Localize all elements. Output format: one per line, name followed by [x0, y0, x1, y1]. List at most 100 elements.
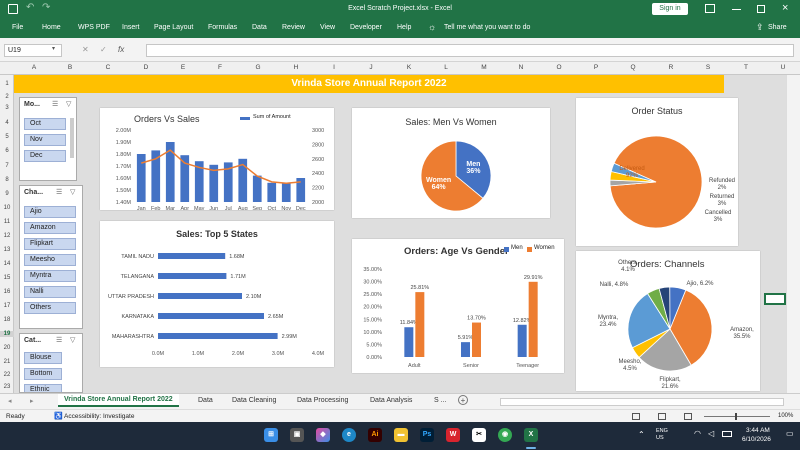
- tab-data-cleaning[interactable]: Data Cleaning: [232, 397, 277, 404]
- slicer-channel[interactable]: Cha... ☰ ▽ Ajio Amazon Flipkart Meesho M…: [19, 185, 83, 329]
- tell-me-search[interactable]: Tell me what you want to do: [444, 24, 531, 31]
- row-header[interactable]: 14: [3, 261, 11, 267]
- column-header[interactable]: H: [293, 64, 299, 71]
- chevron-up-icon[interactable]: ⌃: [638, 430, 645, 439]
- file-explorer-icon[interactable]: ▬: [394, 428, 408, 442]
- menu-review[interactable]: Review: [282, 24, 305, 31]
- row-header[interactable]: 11: [3, 219, 11, 225]
- worksheet-area[interactable]: Vrinda Store Annual Report 2022 Mo... ☰ …: [14, 75, 786, 393]
- wps-icon[interactable]: W: [446, 428, 460, 442]
- row-header[interactable]: 8: [5, 177, 9, 183]
- slicer-category[interactable]: Cat... ☰ ▽ Blouse Bottom Ethnic: [19, 333, 83, 393]
- menu-help[interactable]: Help: [397, 24, 412, 31]
- row-header[interactable]: 1: [5, 81, 9, 87]
- slicer-item[interactable]: Ajio: [24, 206, 76, 218]
- slicer-item[interactable]: Dec: [24, 150, 66, 162]
- redo-icon[interactable]: ↷: [42, 2, 51, 13]
- zoom-level[interactable]: 100%: [778, 413, 794, 419]
- wifi-icon[interactable]: ◠: [694, 429, 701, 438]
- column-header[interactable]: N: [518, 64, 524, 71]
- menu-developer[interactable]: Developer: [350, 24, 382, 31]
- slicer-item[interactable]: Others: [24, 302, 76, 314]
- tab-data-analysis[interactable]: Data Analysis: [370, 397, 413, 404]
- tab-next-icon[interactable]: ▸: [30, 398, 34, 405]
- column-header[interactable]: P: [593, 64, 599, 71]
- menu-page-layout[interactable]: Page Layout: [154, 24, 194, 31]
- add-sheet-icon[interactable]: +: [458, 395, 468, 405]
- chart-top-states[interactable]: Sales: Top 5 States TAMIL NADU 1.68M TELAN…: [100, 221, 334, 367]
- column-header[interactable]: I: [333, 64, 335, 71]
- menu-data[interactable]: Data: [252, 24, 267, 31]
- chart-age-vs-gender[interactable]: Orders: Age Vs Gender Men Women 35.00% 30…: [352, 239, 564, 373]
- clock-date[interactable]: 6/10/2026: [742, 436, 771, 443]
- row-header[interactable]: 3: [5, 105, 9, 111]
- row-header[interactable]: 10: [3, 205, 11, 211]
- menu-formulas[interactable]: Formulas: [208, 24, 238, 31]
- column-header[interactable]: F: [218, 64, 222, 71]
- clock-time[interactable]: 3:44 AM: [746, 427, 770, 434]
- close-icon[interactable]: ×: [782, 2, 789, 14]
- column-header[interactable]: G: [255, 64, 261, 71]
- row-header[interactable]: 4: [5, 120, 9, 126]
- slicer-item[interactable]: Blouse: [24, 352, 62, 364]
- row-header[interactable]: 7: [5, 163, 9, 169]
- row-header[interactable]: 5: [5, 134, 9, 140]
- task-view-icon[interactable]: ▣: [290, 428, 304, 442]
- chart-men-vs-women[interactable]: Sales: Men Vs Women Men 36% Women 64%: [352, 108, 550, 218]
- sign-in-button[interactable]: Sign in: [652, 3, 688, 15]
- enter-icon[interactable]: ✓: [100, 45, 107, 54]
- row-header[interactable]: 23: [3, 384, 11, 390]
- vertical-scrollbar[interactable]: [786, 75, 800, 393]
- row-header[interactable]: 12: [3, 233, 11, 239]
- column-header[interactable]: J: [369, 64, 373, 71]
- row-header[interactable]: 2: [5, 94, 9, 100]
- column-header[interactable]: Q: [630, 64, 636, 71]
- column-header[interactable]: D: [143, 64, 149, 71]
- volume-icon[interactable]: ◁: [708, 429, 715, 438]
- slicer-item[interactable]: Flipkart: [24, 238, 76, 250]
- slicer-item[interactable]: Oct: [24, 118, 66, 130]
- cancel-icon[interactable]: ✕: [82, 45, 89, 54]
- slicer-item[interactable]: Meesho: [24, 254, 76, 266]
- save-icon[interactable]: [8, 4, 18, 14]
- share-button[interactable]: Share: [768, 24, 787, 31]
- excel-icon[interactable]: X: [524, 428, 538, 442]
- menu-home[interactable]: Home: [42, 24, 61, 31]
- tab-data-processing[interactable]: Data Processing: [297, 397, 349, 404]
- clear-filter-icon[interactable]: ▽: [70, 189, 76, 196]
- chrome-icon[interactable]: ◉: [498, 428, 512, 442]
- row-header[interactable]: 20: [3, 345, 11, 351]
- menu-insert[interactable]: Insert: [122, 24, 140, 31]
- chart-orders-vs-sales[interactable]: Orders Vs Sales Sum of Amount 2.00M 1.90M…: [100, 108, 334, 210]
- slicer-month[interactable]: Mo... ☰ ▽ Oct Nov Dec: [19, 97, 77, 181]
- column-header[interactable]: K: [406, 64, 412, 71]
- zoom-slider[interactable]: [704, 416, 770, 417]
- slicer-item[interactable]: Amazon: [24, 222, 76, 234]
- column-header[interactable]: L: [444, 64, 448, 71]
- formula-input[interactable]: [146, 44, 794, 57]
- maximize-icon[interactable]: [757, 5, 765, 13]
- slicer-item[interactable]: Ethnic: [24, 384, 62, 392]
- ribbon-display-icon[interactable]: [705, 4, 715, 13]
- row-header[interactable]: 6: [5, 148, 9, 154]
- column-header[interactable]: B: [67, 64, 73, 71]
- menu-file[interactable]: File: [12, 24, 24, 31]
- row-header[interactable]: 19: [0, 331, 14, 337]
- slicer-item[interactable]: Nalli: [24, 286, 76, 298]
- row-header[interactable]: 9: [5, 191, 9, 197]
- photoshop-icon[interactable]: Ps: [420, 428, 434, 442]
- slicer-item[interactable]: Bottom: [24, 368, 62, 380]
- page-break-icon[interactable]: [684, 413, 692, 420]
- column-header[interactable]: E: [180, 64, 186, 71]
- chevron-down-icon[interactable]: ▾: [52, 46, 56, 52]
- windows-start-icon[interactable]: ⊞: [264, 428, 278, 442]
- column-header[interactable]: R: [668, 64, 674, 71]
- slicer-scrollbar[interactable]: [70, 118, 74, 158]
- row-header[interactable]: 13: [3, 247, 11, 253]
- tab-more[interactable]: S ...: [434, 397, 447, 404]
- copilot-icon[interactable]: ◆: [316, 428, 330, 442]
- tab-prev-icon[interactable]: ◂: [8, 398, 12, 405]
- language-indicator[interactable]: ENG US: [656, 428, 668, 441]
- column-header[interactable]: C: [105, 64, 111, 71]
- slicer-item[interactable]: Nov: [24, 134, 66, 146]
